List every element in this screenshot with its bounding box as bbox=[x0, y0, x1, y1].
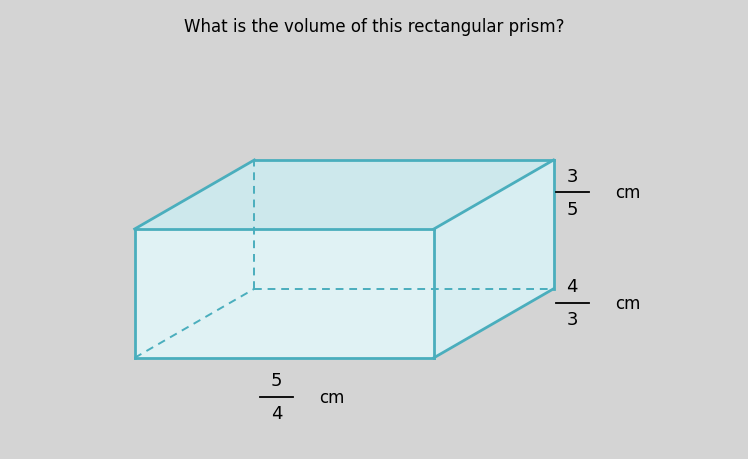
Text: 5: 5 bbox=[566, 200, 578, 218]
Text: cm: cm bbox=[615, 294, 640, 312]
Text: 3: 3 bbox=[566, 310, 578, 329]
Text: 5: 5 bbox=[271, 371, 283, 389]
Text: 4: 4 bbox=[566, 277, 578, 296]
Text: What is the volume of this rectangular prism?: What is the volume of this rectangular p… bbox=[184, 18, 564, 36]
Polygon shape bbox=[135, 230, 434, 358]
Text: cm: cm bbox=[615, 184, 640, 202]
Text: 3: 3 bbox=[566, 167, 578, 185]
Polygon shape bbox=[135, 161, 554, 230]
Text: 4: 4 bbox=[271, 405, 283, 423]
Polygon shape bbox=[434, 161, 554, 358]
Text: cm: cm bbox=[319, 388, 345, 406]
